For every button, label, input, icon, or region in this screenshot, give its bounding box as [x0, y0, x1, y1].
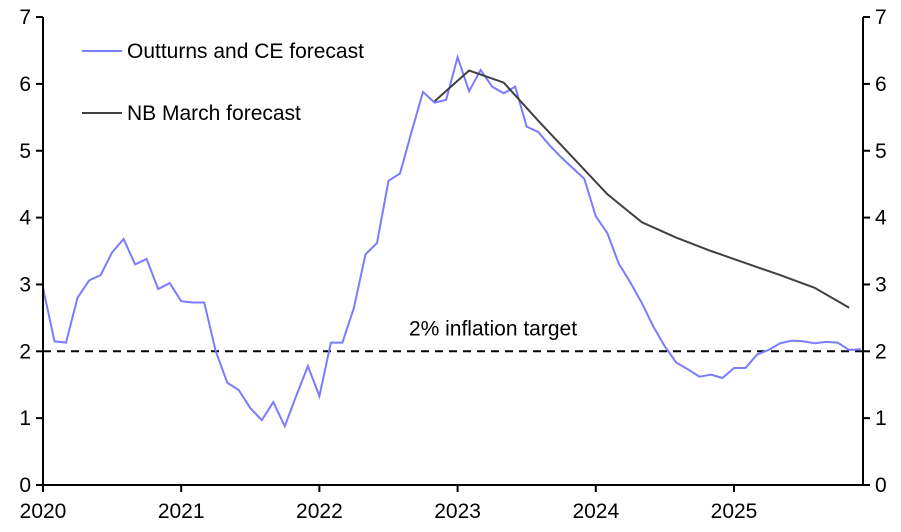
y-tick-label-left: 4	[19, 207, 31, 230]
y-tick-label-right: 2	[875, 340, 887, 363]
y-tick-label-left: 2	[19, 340, 31, 363]
y-tick-label-left: 6	[19, 73, 31, 96]
y-tick-label-left: 5	[19, 140, 31, 163]
y-tick-label-left: 0	[19, 474, 31, 497]
x-tick-label: 2022	[296, 500, 343, 523]
y-tick-label-right: 7	[875, 6, 887, 29]
target-label: 2% inflation target	[409, 317, 577, 340]
legend: Outturns and CE forecast NB March foreca…	[82, 40, 364, 125]
x-tick-label: 2023	[434, 500, 481, 523]
x-tick-label: 2025	[711, 500, 758, 523]
y-tick-label-right: 0	[875, 474, 887, 497]
y-tick-label-right: 5	[875, 140, 887, 163]
y-tick-label-right: 1	[875, 407, 887, 430]
series-points-1	[434, 70, 849, 308]
x-tick-label: 2020	[20, 500, 67, 523]
y-tick-label-left: 1	[19, 407, 31, 430]
series-nb-forecast-line	[435, 71, 850, 308]
y-tick-label-right: 6	[875, 73, 887, 96]
y-tick-label-right: 3	[875, 273, 887, 296]
y-tick-label-left: 3	[19, 273, 31, 296]
legend-label-nb: NB March forecast	[127, 102, 301, 125]
y-tick-label-left: 7	[19, 6, 31, 29]
x-tick-label: 2024	[572, 500, 619, 523]
legend-label-outturns: Outturns and CE forecast	[127, 40, 364, 63]
y-tick-label-right: 4	[875, 207, 887, 230]
x-tick-label: 2021	[158, 500, 205, 523]
